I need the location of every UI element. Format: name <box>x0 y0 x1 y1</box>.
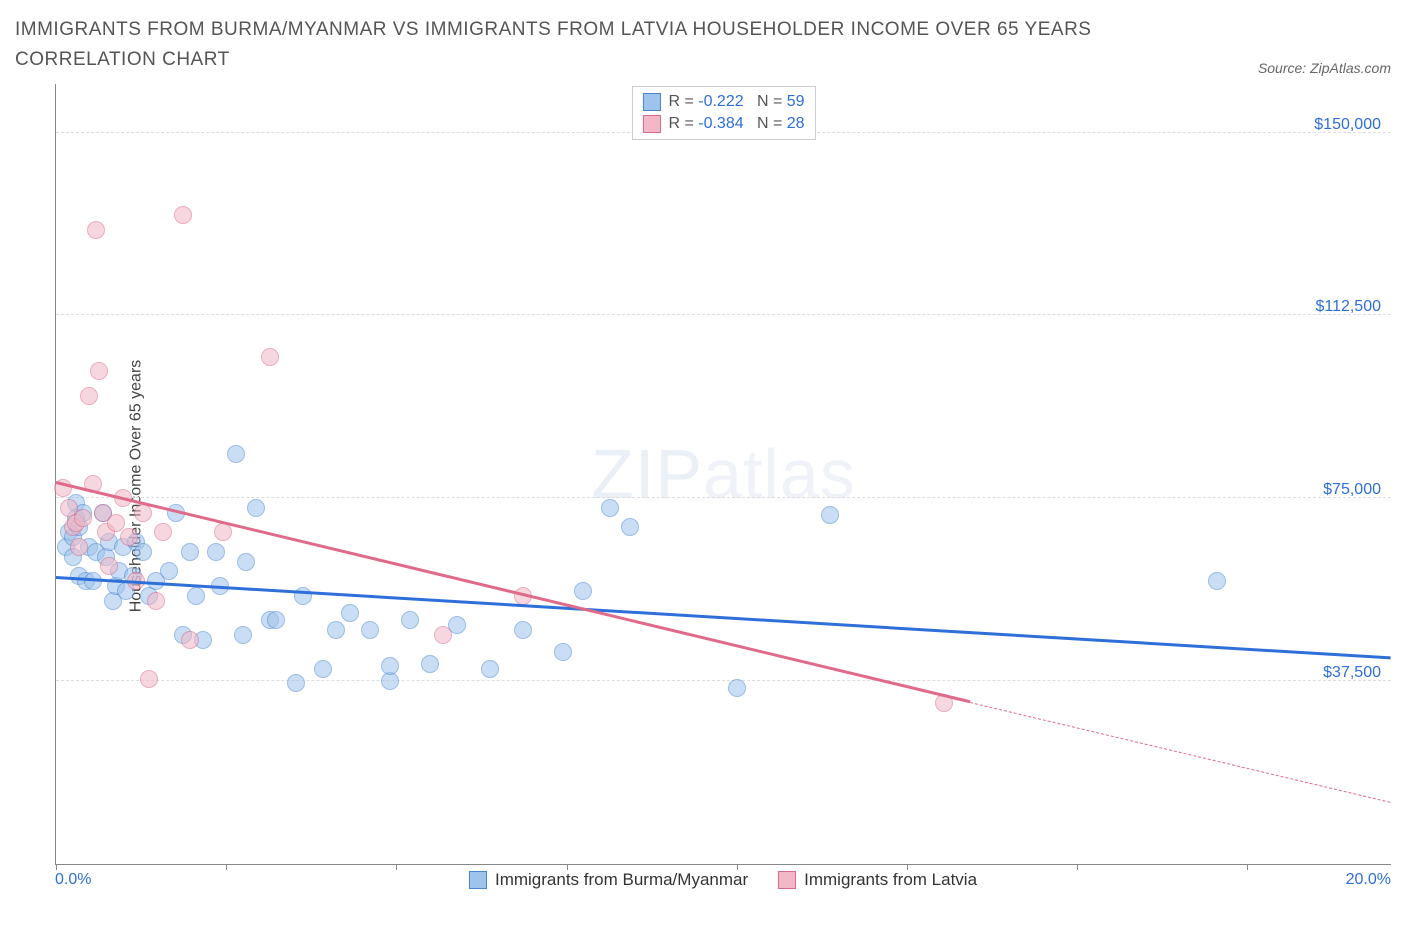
legend-swatch <box>778 871 796 889</box>
data-point <box>187 587 205 605</box>
trend-line <box>56 576 1391 659</box>
data-point <box>514 621 532 639</box>
data-point <box>341 604 359 622</box>
data-point <box>227 445 245 463</box>
chart-container: Householder Income Over 65 years ZIPatla… <box>15 84 1391 889</box>
y-tick-label: $112,500 <box>1315 298 1381 316</box>
series-legend: Immigrants from Burma/Myanmar Immigrants … <box>469 870 977 890</box>
data-point <box>90 362 108 380</box>
data-point <box>100 557 118 575</box>
legend-label: Immigrants from Latvia <box>804 870 977 890</box>
y-tick-label: $37,500 <box>1323 664 1381 682</box>
data-point <box>237 553 255 571</box>
data-point <box>207 543 225 561</box>
legend-swatch <box>642 115 660 133</box>
data-point <box>821 506 839 524</box>
data-point <box>294 587 312 605</box>
data-point <box>1208 572 1226 590</box>
data-point <box>134 504 152 522</box>
x-min-label: 0.0% <box>55 871 91 889</box>
data-point <box>214 523 232 541</box>
x-max-label: 20.0% <box>1346 871 1391 889</box>
data-point <box>80 387 98 405</box>
data-point <box>574 582 592 600</box>
trend-line <box>970 702 1391 803</box>
x-tick <box>226 864 227 870</box>
data-point <box>120 528 138 546</box>
y-tick-label: $150,000 <box>1314 116 1381 134</box>
data-point <box>554 643 572 661</box>
data-point <box>287 674 305 692</box>
data-point <box>234 626 252 644</box>
plot-area: ZIPatlas R = -0.222 N = 59R = -0.384 N =… <box>55 84 1391 865</box>
data-point <box>181 543 199 561</box>
legend-swatch <box>642 93 660 111</box>
chart-title: IMMIGRANTS FROM BURMA/MYANMAR VS IMMIGRA… <box>15 15 1115 76</box>
legend-item: Immigrants from Latvia <box>778 870 977 890</box>
data-point <box>261 348 279 366</box>
data-point <box>70 538 88 556</box>
gridline <box>56 314 1391 315</box>
source-label: Source: ZipAtlas.com <box>1258 60 1391 76</box>
data-point <box>154 523 172 541</box>
x-axis-row: 0.0% Immigrants from Burma/MyanmarImmigr… <box>55 871 1391 889</box>
x-tick <box>56 864 57 870</box>
data-point <box>421 655 439 673</box>
data-point <box>314 660 332 678</box>
gridline <box>56 680 1391 681</box>
data-point <box>481 660 499 678</box>
stats-row: R = -0.222 N = 59 <box>642 91 804 113</box>
data-point <box>107 514 125 532</box>
stats-legend-box: R = -0.222 N = 59R = -0.384 N = 28 <box>631 86 815 140</box>
legend-label: Immigrants from Burma/Myanmar <box>495 870 748 890</box>
data-point <box>74 509 92 527</box>
data-point <box>147 592 165 610</box>
data-point <box>134 543 152 561</box>
data-point <box>401 611 419 629</box>
legend-item: Immigrants from Burma/Myanmar <box>469 870 748 890</box>
x-tick <box>1077 864 1078 870</box>
data-point <box>728 679 746 697</box>
data-point <box>174 206 192 224</box>
data-point <box>181 631 199 649</box>
data-point <box>267 611 285 629</box>
x-tick <box>1247 864 1248 870</box>
legend-swatch <box>469 871 487 889</box>
data-point <box>361 621 379 639</box>
data-point <box>434 626 452 644</box>
watermark: ZIPatlas <box>591 434 856 514</box>
stats-row: R = -0.384 N = 28 <box>642 113 804 135</box>
y-tick-label: $75,000 <box>1323 481 1381 499</box>
data-point <box>140 670 158 688</box>
data-point <box>87 221 105 239</box>
data-point <box>381 657 399 675</box>
data-point <box>327 621 345 639</box>
x-tick <box>396 864 397 870</box>
data-point <box>601 499 619 517</box>
data-point <box>160 562 178 580</box>
data-point <box>247 499 265 517</box>
data-point <box>621 518 639 536</box>
